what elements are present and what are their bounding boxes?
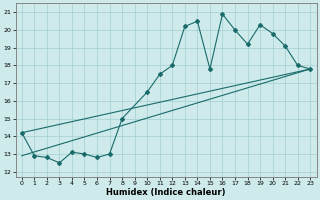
X-axis label: Humidex (Indice chaleur): Humidex (Indice chaleur) bbox=[106, 188, 226, 197]
